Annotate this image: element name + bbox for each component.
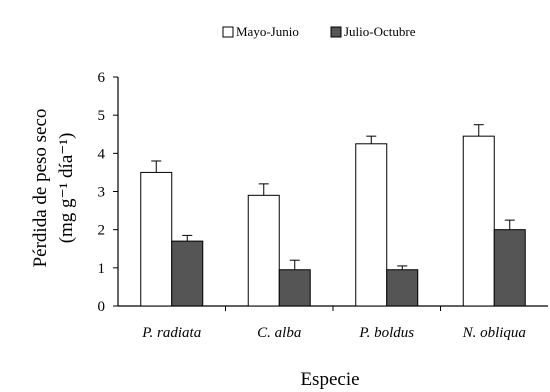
x-tick-label: C. alba <box>257 325 301 341</box>
x-tick-label: N. obliqua <box>462 325 526 341</box>
legend-swatch-julio-octubre <box>330 26 342 38</box>
x-axis-title: Especie <box>300 369 359 390</box>
y-tick-label: 5 <box>98 108 106 124</box>
bar-mayo-junio <box>355 143 388 307</box>
legend: Mayo-Junio Julio-Octubre <box>222 24 416 39</box>
bar-julio-octubre <box>278 269 311 307</box>
bar-julio-octubre <box>386 269 419 307</box>
x-tick-label: P. radiata <box>141 325 201 341</box>
legend-swatch-mayo-junio <box>222 26 234 38</box>
bar-mayo-junio <box>247 194 280 307</box>
y-axis-title-line1: Pérdida de peso seco <box>30 109 51 268</box>
y-tick-label: 1 <box>98 261 106 277</box>
legend-label-mayo-junio: Mayo-Junio <box>236 24 299 39</box>
x-tick-label: P. boldus <box>358 325 414 341</box>
bar-mayo-junio <box>140 171 173 307</box>
y-axis-title-line2: (mg g⁻¹ día⁻¹) <box>56 133 77 244</box>
plot-area: 0 1 2 3 4 5 6 P. radiata C. alba P. boldus N. obli… <box>98 70 548 341</box>
y-tick-label: 3 <box>98 185 106 201</box>
bar-julio-octubre <box>493 229 526 307</box>
y-tick-label: 2 <box>98 223 106 239</box>
bar-mayo-junio <box>462 135 495 307</box>
y-tick-label: 6 <box>98 70 106 86</box>
legend-label-julio-octubre: Julio-Octubre <box>344 24 416 39</box>
y-tick-label: 0 <box>98 299 106 315</box>
y-tick-label: 4 <box>98 146 106 162</box>
bar-julio-octubre <box>171 240 204 307</box>
